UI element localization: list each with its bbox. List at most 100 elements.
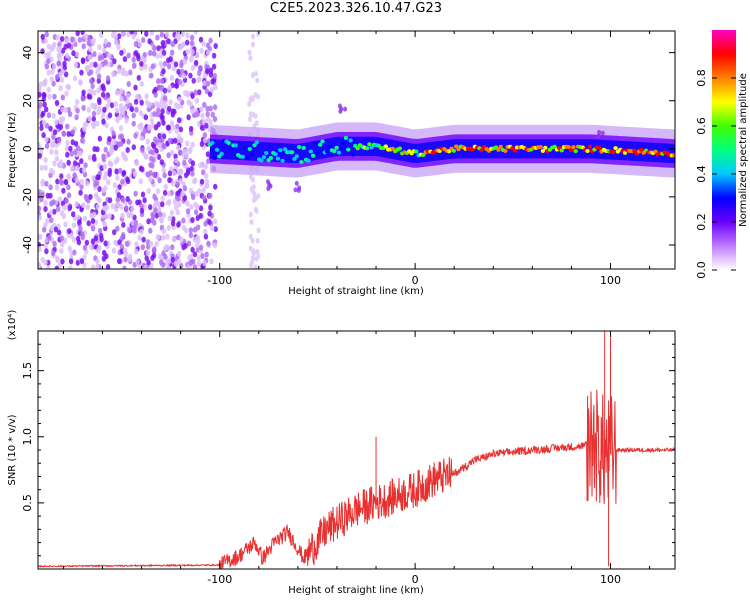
noise-speckle [139, 135, 144, 142]
noise-speckle [248, 55, 253, 61]
noise-speckle [56, 137, 62, 144]
signal-cell [336, 150, 342, 155]
noise-speckle [179, 236, 184, 243]
noise-speckle [131, 120, 136, 127]
signal-cell [332, 149, 337, 154]
noise-speckle [66, 174, 72, 181]
noise-speckle [189, 34, 195, 41]
noise-speckle [193, 59, 199, 66]
noise-speckle [49, 76, 54, 83]
noise-speckle [47, 93, 52, 100]
noise-speckle [65, 123, 70, 130]
noise-speckle [213, 226, 218, 233]
noise-speckle [175, 181, 180, 188]
noise-speckle [58, 124, 63, 130]
noise-speckle [129, 106, 135, 113]
noise-speckle [198, 244, 204, 251]
noise-speckle [188, 146, 193, 153]
noise-speckle [38, 91, 42, 98]
noise-speckle [190, 217, 195, 223]
noise-speckle [144, 31, 149, 37]
noise-speckle [66, 42, 72, 49]
noise-speckle [74, 177, 80, 184]
noise-speckle [131, 225, 136, 232]
snr-frame [37, 330, 676, 570]
noise-speckle [139, 80, 144, 87]
noise-speckle [147, 38, 152, 45]
noise-speckle [127, 253, 133, 260]
noise-speckle [111, 71, 116, 78]
signal-cell [296, 145, 302, 149]
noise-speckle [42, 101, 47, 108]
noise-speckle [154, 212, 159, 219]
noise-speckle [134, 160, 139, 167]
noise-speckle [105, 75, 111, 82]
noise-speckle [166, 152, 171, 159]
noise-speckle [125, 176, 130, 183]
noise-speckle [135, 93, 140, 100]
noise-speckle [48, 209, 53, 216]
signal-cell [543, 145, 548, 150]
noise-speckle [200, 112, 205, 119]
noise-speckle [210, 225, 215, 232]
noise-speckle [46, 69, 51, 76]
spectrogram-y-axis-label: Frequency (Hz) [7, 112, 18, 188]
noise-speckle [162, 87, 168, 94]
noise-speckle [115, 196, 121, 203]
noise-speckle [82, 171, 88, 178]
noise-speckle [249, 219, 254, 225]
noise-speckle [176, 201, 182, 208]
noise-speckle [116, 44, 121, 51]
noise-speckle [100, 54, 105, 61]
noise-speckle [201, 40, 206, 47]
noise-speckle [162, 172, 167, 179]
signal-cell [503, 149, 508, 153]
noise-speckle [188, 72, 193, 79]
noise-speckle [77, 37, 83, 43]
noise-speckle [40, 178, 45, 185]
noise-speckle [91, 116, 97, 122]
noise-speckle [90, 217, 96, 224]
noise-speckle [138, 110, 144, 117]
noise-speckle [99, 232, 104, 239]
noise-speckle [149, 117, 154, 124]
noise-speckle [180, 190, 185, 197]
noise-speckle [159, 216, 164, 223]
noise-speckle [181, 73, 187, 79]
noise-speckle [190, 246, 195, 253]
noise-speckle [79, 158, 84, 165]
noise-speckle [38, 214, 43, 221]
noise-speckle [212, 104, 218, 111]
signal-cell [339, 146, 344, 151]
noise-speckle [131, 144, 136, 151]
noise-speckle [178, 126, 184, 133]
noise-speckle [68, 258, 74, 265]
noise-speckle [144, 153, 149, 160]
noise-speckle [160, 137, 165, 144]
noise-speckle [200, 161, 205, 168]
noise-speckle [153, 91, 158, 98]
snr-x-axis-label: Height of straight line (km) [288, 585, 424, 596]
noise-speckle [70, 165, 75, 172]
noise-speckle [202, 101, 207, 108]
noise-speckle [175, 144, 181, 151]
noise-speckle [93, 181, 98, 188]
noise-speckle [91, 110, 97, 117]
noise-speckle [55, 34, 60, 41]
noise-speckle [104, 253, 109, 260]
signal-cell [512, 148, 517, 153]
noise-speckle [118, 114, 123, 121]
signal-cell [498, 144, 503, 149]
noise-speckle [43, 38, 48, 45]
noise-speckle [148, 204, 153, 211]
noise-speckle [66, 184, 71, 191]
noise-speckle [208, 119, 213, 126]
noise-speckle [149, 72, 154, 79]
noise-speckle [197, 70, 202, 77]
noise-speckle [143, 127, 148, 134]
spectrogram-frame [37, 30, 676, 270]
noise-speckle [89, 78, 94, 85]
noise-speckle [194, 209, 199, 216]
noise-speckle [97, 44, 102, 51]
noise-speckle [78, 189, 83, 196]
